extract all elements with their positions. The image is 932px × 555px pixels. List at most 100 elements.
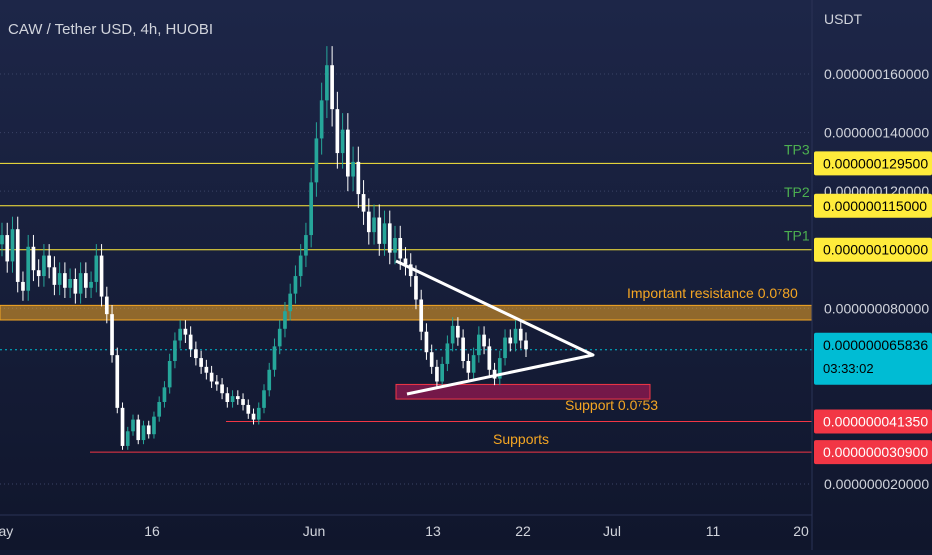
candle-body — [382, 223, 387, 244]
price-tag-3[interactable]: 0.000000065836 03:33:02 — [814, 332, 932, 385]
candle-body — [10, 229, 15, 262]
candle-body — [445, 343, 450, 364]
candle-body — [104, 296, 109, 315]
candle-body — [471, 355, 476, 373]
candle-body — [99, 255, 104, 297]
candle-body — [524, 340, 528, 350]
candle-body — [518, 328, 523, 341]
price-tag-bg — [814, 440, 932, 465]
candle-body — [251, 413, 256, 420]
x-tick-label: Jul — [603, 523, 621, 539]
candle-body — [393, 238, 397, 253]
support-label: Support 0.0⁷53 — [565, 397, 658, 413]
candle-body — [220, 384, 224, 394]
candle-body — [215, 381, 219, 385]
candle-body — [194, 349, 198, 359]
price-tag-bg — [814, 332, 932, 385]
candle-body — [466, 361, 471, 373]
candle-body — [419, 299, 424, 332]
candle-body — [115, 355, 120, 408]
candle-body — [277, 328, 282, 347]
candle-body — [414, 276, 418, 300]
candle-body — [340, 129, 345, 154]
candle-body — [57, 273, 62, 285]
candle-body — [162, 387, 167, 402]
resistance-zone[interactable] — [0, 304, 813, 321]
candle-body — [319, 100, 324, 139]
candle-body — [298, 255, 303, 277]
x-tick-label: 16 — [144, 523, 160, 539]
candle-body — [42, 255, 46, 277]
candle-body — [188, 334, 193, 350]
price-tag-2[interactable]: 0.000000100000 — [814, 237, 932, 262]
x-tick-label: Jun — [303, 523, 326, 539]
candle-body — [131, 419, 135, 432]
price-tag-label: 0.000000065836 — [823, 337, 928, 353]
price-tag-4[interactable]: 0.000000041350 — [814, 409, 932, 434]
candle-body — [456, 325, 460, 338]
candle-body — [346, 129, 350, 177]
candle-body — [309, 182, 313, 236]
candle-body — [424, 331, 429, 353]
price-tag-0[interactable]: 0.000000129500 — [814, 151, 932, 176]
triangle-pattern[interactable] — [395, 259, 595, 396]
candle-body — [89, 281, 93, 288]
candle-body — [125, 431, 130, 446]
currency-label: USDT — [824, 11, 863, 27]
candle-body — [204, 366, 209, 373]
candle-body — [167, 361, 172, 388]
price-tag-label: 0.000000115000 — [823, 198, 927, 214]
support-zone[interactable] — [395, 383, 651, 400]
supports-label: Supports — [493, 431, 549, 447]
candle-body — [136, 419, 141, 441]
price-tag-1[interactable]: 0.000000115000 — [814, 193, 932, 218]
candle-body — [361, 194, 366, 212]
candle-body — [146, 425, 151, 435]
candle-body — [157, 402, 162, 417]
y-tick-label: 0.000000020000 — [824, 476, 929, 492]
candle-body — [235, 396, 240, 400]
candle-body — [199, 358, 203, 367]
candle-body — [450, 325, 455, 344]
price-tag-label: 0.000000041350 — [823, 413, 928, 429]
x-tick-label: 20 — [793, 523, 809, 539]
candle-body — [304, 235, 308, 256]
candle-body — [209, 372, 214, 382]
candle-body — [403, 258, 408, 265]
candle-body — [110, 314, 114, 356]
candle-body — [508, 337, 513, 344]
candle-body — [262, 390, 266, 408]
candle-body — [31, 246, 36, 271]
candle-body — [15, 229, 20, 282]
candle-body — [408, 264, 413, 277]
candle-body — [366, 211, 371, 233]
candle-body — [503, 337, 507, 359]
candle-body — [173, 340, 177, 361]
candle-body — [325, 65, 329, 101]
candle-body — [256, 407, 261, 420]
candle-body — [84, 273, 88, 288]
candle-body — [120, 407, 125, 446]
price-tag-label: 0.000000100000 — [823, 242, 928, 258]
candle-body — [63, 273, 67, 288]
candle-body — [487, 346, 492, 370]
candle-body — [21, 281, 25, 291]
candle-body — [372, 217, 376, 233]
zones: TP3 TP2 TP1 — [0, 141, 813, 453]
candle-body — [0, 235, 4, 245]
candle-body — [152, 416, 156, 435]
price-tag-5[interactable]: 0.000000030900 — [814, 440, 932, 465]
candle-body — [335, 109, 340, 154]
candle-body — [141, 425, 146, 441]
candle-body — [47, 255, 51, 268]
candle-body — [78, 273, 83, 294]
price-tag-bg — [814, 193, 932, 218]
candle-body — [52, 267, 57, 285]
candle-body — [26, 246, 31, 291]
candle-body — [477, 334, 481, 356]
price-tag-countdown: 03:33:02 — [823, 361, 874, 376]
candle-body — [356, 161, 361, 195]
